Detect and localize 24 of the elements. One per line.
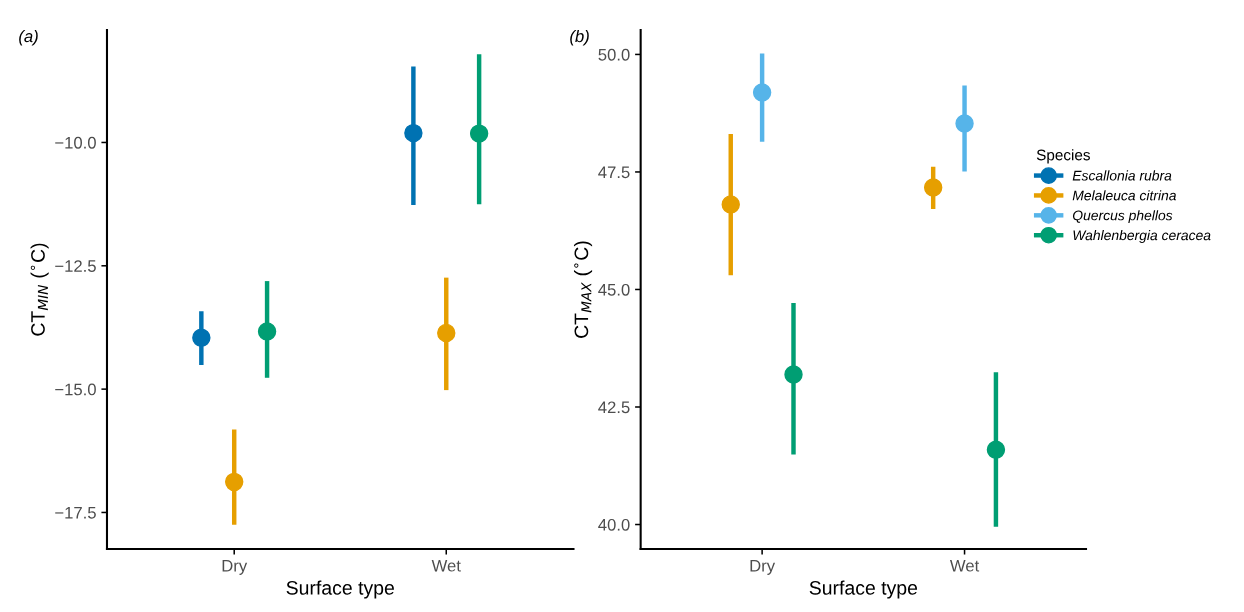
legend-title: Species [1036, 149, 1090, 164]
x-axis-title: Surface type [809, 580, 918, 599]
x-tick-label: Dry [222, 559, 248, 575]
y-tick-label: −12.5 [55, 260, 96, 272]
y-tick-label: 42.5 [598, 401, 630, 414]
x-tick-label: Wet [949, 559, 980, 572]
legend-label: Escallonia rubra [1072, 170, 1172, 181]
y-axis-title: CT$_{MAX}$ ($^{∘}$C) [573, 241, 593, 338]
y-axis-title: CT$_{MIN}$ ($^{∘}$C) [30, 243, 49, 336]
legend-label: Melaleuca citrina [1072, 190, 1177, 201]
y-tick-label: −10.0 [55, 136, 96, 149]
chart-title: (a) [19, 29, 38, 46]
y-tick-label: −17.5 [55, 507, 96, 519]
x-axis-title: Surface type [286, 580, 394, 599]
legend-label: Quercus phellos [1072, 210, 1173, 224]
y-tick-label: 40.0 [598, 518, 630, 531]
x-tick-label: Wet [431, 559, 461, 572]
chart-title: (b) [570, 29, 589, 46]
y-tick-label: 47.5 [598, 166, 630, 179]
y-tick-label: 50.0 [598, 48, 630, 61]
x-tick-label: Dry [750, 559, 776, 575]
y-tick-label: 45.0 [598, 283, 630, 296]
legend-label: Wahlenbergia ceracea [1073, 230, 1211, 243]
y-tick-label: −15.0 [55, 383, 96, 396]
